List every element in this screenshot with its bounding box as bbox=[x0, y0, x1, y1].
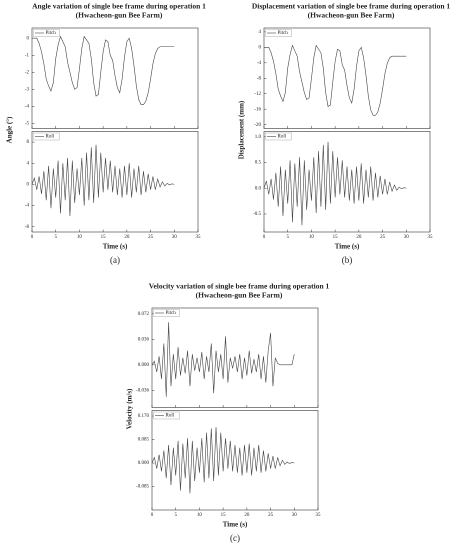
y-tick-label: 4 bbox=[27, 161, 30, 166]
y-tick-label: 0 bbox=[27, 183, 30, 188]
x-tick-label: 10 bbox=[309, 235, 315, 240]
x-tick-label: 10 bbox=[197, 513, 203, 518]
y-tick-label: -16 bbox=[254, 107, 261, 112]
y-tick-label: -5 bbox=[25, 122, 30, 127]
x-tick-label: 15 bbox=[101, 235, 107, 240]
legend-box bbox=[153, 309, 180, 317]
y-axis-label: Angle (°) bbox=[6, 116, 14, 143]
chart-subtitle: (Hwacheon-gun Bee Farm) bbox=[196, 291, 283, 300]
data-line bbox=[151, 427, 295, 494]
legend-label: Roll bbox=[278, 135, 287, 140]
plot-frame bbox=[151, 410, 319, 511]
y-axis-label: Displacement (mm) bbox=[238, 100, 246, 159]
y-tick-label: 0.000 bbox=[138, 363, 150, 368]
y-tick-label: -4 bbox=[257, 61, 262, 66]
plot-frame bbox=[263, 131, 431, 233]
x-tick-label: 5 bbox=[174, 513, 177, 518]
legend-label: Pitch bbox=[166, 311, 177, 316]
legend-box bbox=[265, 29, 292, 37]
x-tick-label: 20 bbox=[124, 235, 130, 240]
x-tick-label: 30 bbox=[404, 235, 410, 240]
x-tick-label: 15 bbox=[221, 513, 227, 518]
x-tick-label: 0 bbox=[31, 235, 34, 240]
x-tick-label: 20 bbox=[244, 513, 250, 518]
data-line bbox=[32, 35, 175, 105]
panel-caption: (b) bbox=[342, 255, 353, 265]
y-tick-label: -0.085 bbox=[136, 485, 149, 490]
legend-label: Roll bbox=[46, 135, 55, 140]
chart-title: Angle variation of single bee frame duri… bbox=[32, 2, 206, 11]
y-tick-label: -2 bbox=[25, 70, 30, 75]
y-tick-label: -8 bbox=[257, 76, 262, 81]
x-axis-label: Time (s) bbox=[223, 521, 248, 529]
x-tick-label: 20 bbox=[356, 235, 362, 240]
plot-frame bbox=[151, 307, 319, 408]
x-tick-label: 25 bbox=[268, 513, 274, 518]
data-line bbox=[264, 44, 407, 116]
y-tick-label: 0.000 bbox=[138, 461, 150, 466]
y-tick-label: -0.036 bbox=[136, 389, 149, 394]
x-tick-label: 30 bbox=[292, 513, 298, 518]
x-tick-label: 35 bbox=[316, 513, 322, 518]
panel-caption: (c) bbox=[230, 533, 240, 543]
legend-box bbox=[33, 29, 60, 37]
x-tick-label: 5 bbox=[54, 235, 57, 240]
legend-label: Roll bbox=[166, 414, 175, 419]
chart-subtitle: (Hwacheon-gun Bee Farm) bbox=[76, 11, 163, 20]
y-tick-label: 0.085 bbox=[138, 438, 150, 443]
chart-subtitle: (Hwacheon-gun Bee Farm) bbox=[308, 11, 395, 20]
y-tick-label: 0.072 bbox=[138, 312, 150, 317]
plot-frame bbox=[31, 27, 199, 129]
legend-label: Pitch bbox=[278, 31, 289, 36]
x-tick-label: 35 bbox=[428, 235, 434, 240]
plot-frame bbox=[263, 27, 431, 129]
y-tick-label: 0.0 bbox=[255, 186, 262, 191]
x-tick-label: 35 bbox=[196, 235, 202, 240]
y-tick-label: 8 bbox=[27, 140, 30, 145]
x-tick-label: 25 bbox=[148, 235, 154, 240]
y-tick-label: -12 bbox=[254, 92, 261, 97]
legend-box bbox=[153, 411, 180, 420]
y-axis-label: Velocity (m/s) bbox=[126, 388, 134, 429]
y-tick-label: 0 bbox=[27, 36, 30, 41]
chart-title: Displacement variation of single bee fra… bbox=[252, 2, 451, 11]
y-tick-label: 0.170 bbox=[138, 414, 150, 419]
y-tick-label: 4 bbox=[259, 30, 262, 35]
legend-label: Pitch bbox=[46, 31, 57, 36]
y-tick-label: -4 bbox=[25, 104, 30, 109]
legend-box bbox=[265, 132, 292, 141]
data-line bbox=[151, 322, 295, 397]
y-tick-label: -1 bbox=[25, 53, 30, 58]
x-tick-label: 15 bbox=[333, 235, 339, 240]
x-tick-label: 5 bbox=[286, 235, 289, 240]
panel-caption: (a) bbox=[110, 255, 120, 265]
x-axis-label: Time (s) bbox=[103, 243, 128, 251]
plot-frame bbox=[31, 131, 199, 233]
y-tick-label: -20 bbox=[254, 123, 261, 128]
y-tick-label: 0 bbox=[259, 45, 262, 50]
x-tick-label: 0 bbox=[263, 235, 266, 240]
y-tick-label: -8 bbox=[25, 225, 30, 230]
x-tick-label: 25 bbox=[380, 235, 386, 240]
x-tick-label: 0 bbox=[151, 513, 154, 518]
x-tick-label: 30 bbox=[172, 235, 178, 240]
y-tick-label: -4 bbox=[25, 204, 30, 209]
legend-box bbox=[33, 132, 60, 141]
y-tick-label: 0.036 bbox=[138, 337, 150, 342]
y-tick-label: 0.5 bbox=[255, 161, 262, 166]
chart-title: Velocity variation of single bee frame d… bbox=[149, 282, 330, 291]
y-tick-label: -0.5 bbox=[253, 212, 261, 217]
x-axis-label: Time (s) bbox=[335, 243, 360, 251]
data-line bbox=[263, 141, 407, 226]
x-tick-label: 10 bbox=[77, 235, 83, 240]
data-line bbox=[31, 144, 175, 217]
y-tick-label: -3 bbox=[25, 87, 30, 92]
y-tick-label: 1.0 bbox=[255, 135, 262, 140]
